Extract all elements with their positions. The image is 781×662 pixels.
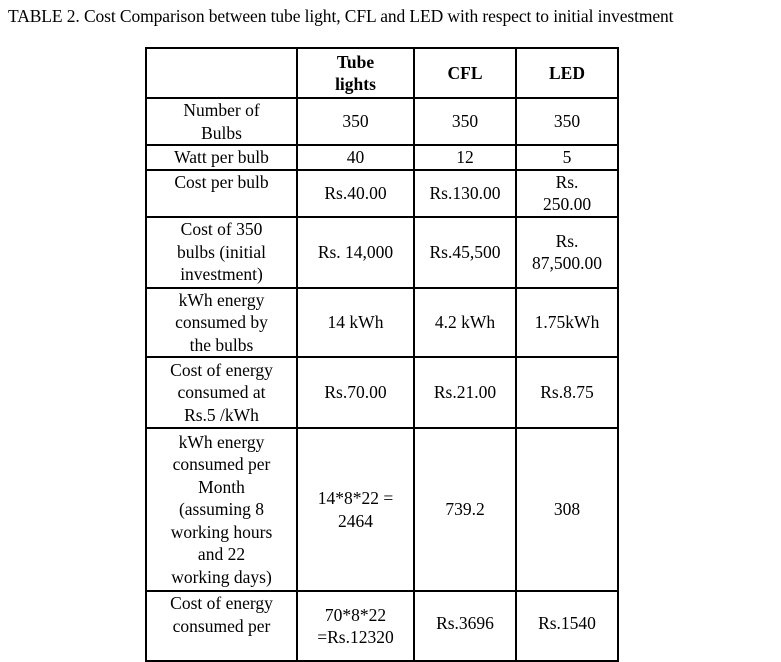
cell-led: Rs. 250.00	[515, 168, 619, 218]
row-label: Cost per bulb	[145, 168, 298, 218]
cell-led: 1.75kWh	[515, 286, 619, 358]
cell-led: 350	[515, 97, 619, 146]
cell-tube: Rs.40.00	[296, 168, 415, 218]
cell-led: Rs.1540	[515, 590, 619, 662]
cell-tube: 350	[296, 97, 415, 146]
table-row: Number of Bulbs 350 350 350	[145, 97, 619, 146]
header-row: Tube lights CFL LED	[145, 47, 619, 99]
cell-tube: 14*8*22 = 2464	[296, 427, 415, 592]
table-row: kWh energy consumed per Month (assuming …	[145, 427, 619, 592]
cell-cfl: 350	[413, 97, 517, 146]
header-cfl: CFL	[413, 47, 517, 99]
header-tube-lights: Tube lights	[296, 47, 415, 99]
cell-tube: Rs. 14,000	[296, 215, 415, 289]
cell-cfl: Rs.21.00	[413, 356, 517, 429]
header-led: LED	[515, 47, 619, 99]
table-row: Cost of energy consumed per 70*8*22 =Rs.…	[145, 590, 619, 662]
cell-led: Rs.8.75	[515, 356, 619, 429]
header-cell-empty	[145, 47, 298, 99]
cell-tube: 40	[296, 144, 415, 171]
row-label: Cost of 350 bulbs (initial investment)	[145, 215, 298, 289]
row-label: Cost of energy consumed per	[145, 590, 298, 662]
row-label: kWh energy consumed per Month (assuming …	[145, 427, 298, 592]
table-row: Cost of energy consumed at Rs.5 /kWh Rs.…	[145, 356, 619, 429]
cell-led: 308	[515, 427, 619, 592]
table-row: Watt per bulb 40 12 5	[145, 144, 619, 171]
row-label: Cost of energy consumed at Rs.5 /kWh	[145, 356, 298, 429]
table-row: Cost of 350 bulbs (initial investment) R…	[145, 215, 619, 289]
cell-cfl: Rs.130.00	[413, 168, 517, 218]
cell-cfl: Rs.3696	[413, 590, 517, 662]
cell-led: 5	[515, 144, 619, 171]
cell-tube: 70*8*22 =Rs.12320	[296, 590, 415, 662]
cell-cfl: 12	[413, 144, 517, 171]
table-row: Cost per bulb Rs.40.00 Rs.130.00 Rs. 250…	[145, 168, 619, 218]
cell-cfl: 4.2 kWh	[413, 286, 517, 358]
row-label: Number of Bulbs	[145, 97, 298, 146]
cell-cfl: Rs.45,500	[413, 215, 517, 289]
cell-led: Rs. 87,500.00	[515, 215, 619, 289]
table-caption: TABLE 2. Cost Comparison between tube li…	[8, 6, 674, 26]
table-row: kWh energy consumed by the bulbs 14 kWh …	[145, 286, 619, 358]
cell-tube: 14 kWh	[296, 286, 415, 358]
cell-tube: Rs.70.00	[296, 356, 415, 429]
row-label: kWh energy consumed by the bulbs	[145, 286, 298, 358]
row-label: Watt per bulb	[145, 144, 298, 171]
cost-comparison-table: Tube lights CFL LED Number of Bulbs 350 …	[145, 47, 619, 662]
cell-cfl: 739.2	[413, 427, 517, 592]
